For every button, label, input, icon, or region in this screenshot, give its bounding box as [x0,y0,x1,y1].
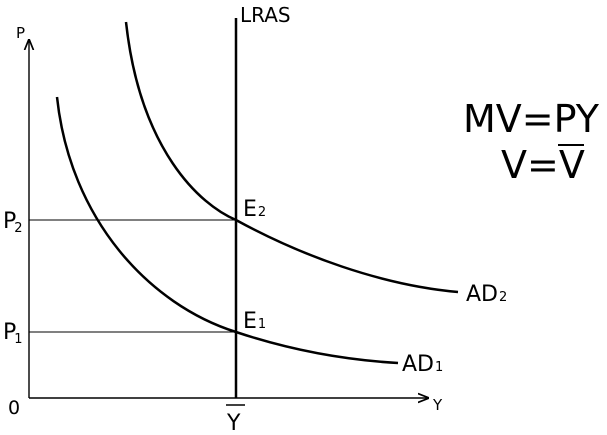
ad1-curve [55,96,399,365]
y-axis-label: P [16,24,25,42]
formula-velocity-constant: V=V [501,143,585,187]
p2-label: P2 [3,209,23,236]
y-bar-label: Y [226,411,241,435]
ad2-label: AD2 [466,282,507,307]
formula-quantity-equation: MV=PY [463,97,600,141]
p1-label: P1 [3,320,23,347]
x-axis-label: Y [432,396,443,414]
ad2-curve [124,21,459,294]
e1-label: E1 [243,309,266,334]
e2-label: E2 [243,197,266,222]
ad1-label: AD1 [402,352,443,377]
origin-label: 0 [8,397,20,419]
v-bar: V [559,143,585,187]
lras-label: LRAS [240,3,291,27]
